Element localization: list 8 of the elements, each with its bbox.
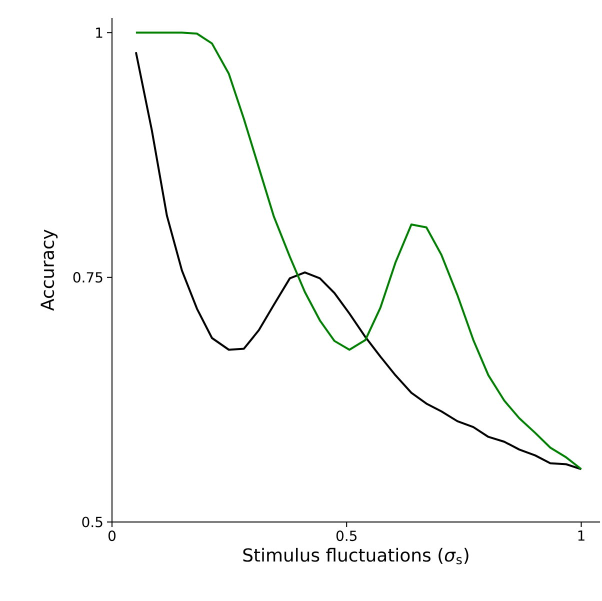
x-tick-label: 0	[108, 530, 116, 542]
x-axis-title: Stimulus fluctuations (σ$_{s}$)	[243, 548, 468, 564]
y-tick-label: 0.75	[73, 272, 102, 283]
y-axis-title: Accuracy	[40, 230, 58, 311]
y-tick-label: 0.5	[82, 516, 102, 528]
x-tick-label: 1	[578, 530, 584, 541]
y-tick-label: 1	[96, 28, 102, 38]
x-tick-label: 0.5	[336, 530, 356, 542]
